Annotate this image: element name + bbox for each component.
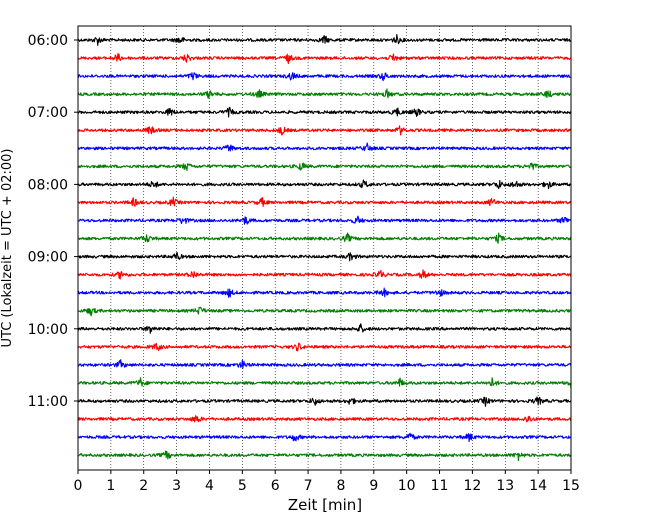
x-tick-label: 4 [205,478,214,494]
trace-group [77,33,572,462]
trace-0945 [77,306,572,317]
x-tick-label: 3 [172,478,181,494]
trace-1115 [77,415,572,423]
x-tick-label: 11 [431,478,449,494]
trace-0800 [77,179,572,190]
y-tick-label: 07:00 [28,105,68,121]
trace-1100 [77,396,572,407]
x-tick-label: 6 [271,478,280,494]
x-tick-label: 12 [463,478,481,494]
trace-0700 [77,106,572,118]
trace-0745 [77,162,572,171]
trace-1030 [77,359,572,369]
x-tick-label: 14 [529,478,547,494]
y-tick-label: 09:00 [28,250,68,266]
x-tick-label: 9 [369,478,378,494]
y-tick-label: 10:00 [28,322,68,338]
x-tick-label: 13 [496,478,514,494]
trace-0730 [77,142,572,152]
x-axis-title: Zeit [min] [288,496,362,514]
trace-0645 [77,88,572,99]
trace-1145 [77,450,572,462]
x-tick-label: 5 [238,478,247,494]
trace-0600 [77,33,572,46]
trace-1130 [77,432,572,443]
y-axis-title: UTC (Lokalzeit = UTC + 02:00) [0,149,15,348]
axes: 0 1 2 3 4 5 6 7 8 9 10 11 12 13 14 1506:0007:0008:0009:… [28,25,580,494]
trace-0915 [77,269,572,280]
trace-0615 [77,52,572,64]
y-tick-label: 11:00 [28,394,68,410]
x-tick-label: 1 [106,478,115,494]
y-tick-label: 08:00 [28,177,68,193]
x-tick-label: 10 [398,478,416,494]
x-tick-label: 0 [74,478,83,494]
plot-frame [77,25,572,471]
grid-lines [110,26,539,470]
x-tick-label: 15 [562,478,580,494]
x-tick-label: 8 [336,478,345,494]
x-tick-label: 2 [139,478,148,494]
trace-0930 [77,287,572,298]
trace-1015 [77,342,572,352]
trace-1045 [77,377,572,389]
trace-0815 [77,196,572,207]
y-tick-label: 06:00 [28,33,68,49]
trace-0900 [77,251,572,262]
trace-0845 [77,232,572,244]
trace-1000 [77,323,572,334]
trace-0715 [77,125,572,136]
x-tick-label: 7 [304,478,313,494]
trace-0630 [77,72,572,82]
trace-0830 [77,215,572,225]
